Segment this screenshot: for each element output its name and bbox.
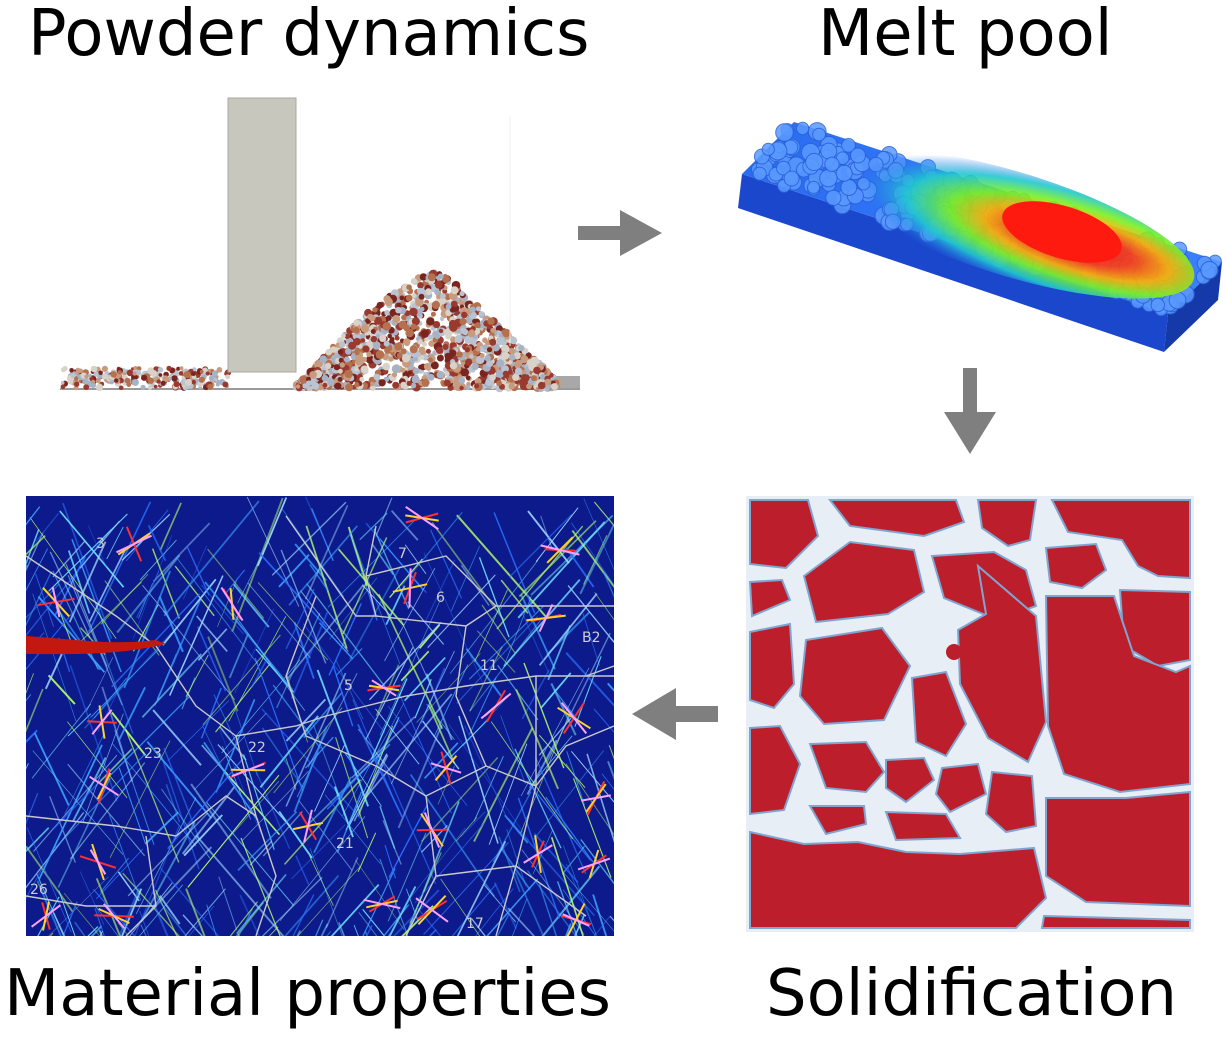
solidified-grains: [748, 499, 1191, 929]
grain-label-26: 26: [30, 882, 48, 898]
grain-label-6: 6: [436, 590, 445, 606]
grain-label-23: 23: [144, 746, 162, 762]
recoater-blade: [227, 97, 297, 373]
substrate-side-face: [1164, 262, 1222, 352]
grain-label-17: 17: [466, 916, 484, 932]
grain-label-b2: B2: [582, 630, 601, 646]
substrate-front-face: [738, 174, 1168, 352]
arrow-left-icon: [632, 688, 718, 740]
melt-pool-image: [738, 121, 1222, 352]
label-material-properties: Material properties: [4, 957, 611, 1031]
label-melt-pool: Melt pool: [818, 0, 1113, 71]
grain-label-21: 21: [336, 836, 354, 852]
small-grains: [830, 553, 962, 768]
powder-dynamics-image: [60, 97, 580, 393]
label-solidification: Solidification: [766, 957, 1178, 1031]
powder-particles: [60, 269, 561, 393]
material-properties-image: 3 7 6 B2 11 5 23 22 21 26 17: [26, 496, 614, 936]
grain-label-22: 22: [248, 740, 266, 756]
label-powder-dynamics: Powder dynamics: [28, 0, 590, 71]
grain-label-3: 3: [96, 536, 105, 552]
grain-label-7: 7: [398, 546, 407, 562]
slip-system-markers: [31, 505, 611, 936]
arrow-right-icon: [578, 210, 662, 256]
grain-label-5: 5: [344, 678, 353, 694]
grain-label-11: 11: [480, 658, 498, 674]
melt-pool-core: [1002, 201, 1122, 263]
arrow-down-icon: [944, 368, 996, 454]
crack-feature: [26, 636, 166, 655]
grain-number-labels: 3 7 6 B2 11 5 23 22 21 26 17: [30, 536, 601, 932]
slip-lines: [26, 496, 614, 936]
solidification-image: [746, 496, 1194, 932]
